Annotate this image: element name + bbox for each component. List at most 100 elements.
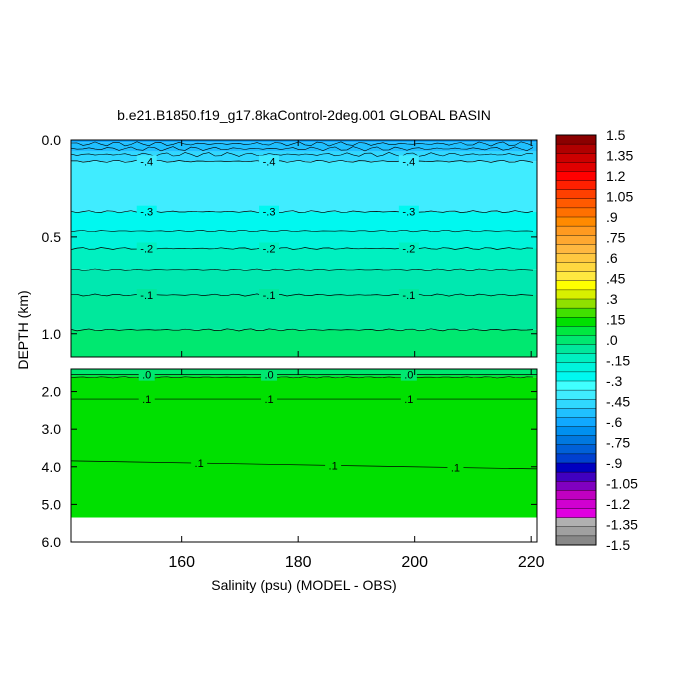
colorbar-label: .75: [606, 230, 626, 246]
contour-fill-band: [71, 374, 537, 378]
colorbar-swatch: [555, 207, 597, 218]
contour-line: [71, 146, 534, 152]
contour-fill-band: [71, 329, 537, 357]
colorbar-swatch: [555, 289, 597, 300]
colorbar-label: -.15: [606, 353, 630, 369]
colorbar-label: .15: [606, 312, 626, 328]
contour-label-bg: [259, 289, 280, 301]
contour-label-bg: [259, 155, 280, 168]
y-tick-label: 2.0: [42, 384, 62, 400]
upper-contour-lines: -.4 -.4 -.4 -.3 -.3 -.3 -.2 -.2 -.2 -.1 -.1 -.1: [71, 141, 534, 332]
colorbar-swatch: [555, 435, 597, 446]
colorbar-label: .45: [606, 271, 626, 287]
colorbar-swatch: [555, 244, 597, 254]
y-tick-label: 3.0: [42, 421, 62, 437]
colorbar-swatch: [555, 399, 597, 409]
colorbar-swatch: [555, 280, 597, 291]
contour-label: .1: [264, 394, 273, 406]
colorbar-label: 1.2: [606, 168, 626, 184]
lower-panel: .0 .0 .0 .1 .1 .1 .1 .1 .1 2.0 3.0 4.0 5.0 6.0: [42, 368, 538, 550]
colorbar-label: 1.5: [606, 127, 626, 143]
colorbar-swatch: [555, 326, 597, 336]
contour-line: [71, 229, 534, 233]
contour-fill-band: [71, 231, 537, 249]
contour-fill-band: [71, 369, 537, 375]
colorbar-swatch: [555, 535, 597, 546]
colorbar-swatch: [555, 426, 597, 437]
colorbar-swatch: [555, 408, 597, 418]
contour-label: .1: [195, 458, 204, 470]
colorbar-swatch: [555, 444, 597, 455]
contour-label-bg: [447, 461, 464, 474]
y-tick-label: 1.0: [42, 326, 62, 342]
contour-label-bg: [261, 393, 278, 406]
contour-label-bg: [398, 205, 419, 218]
colorbar-swatch: [555, 453, 597, 464]
contour-label-bg: [398, 242, 419, 255]
colorbar-swatch: [555, 353, 597, 364]
contour-label: -.3: [140, 207, 153, 219]
colorbar-swatch: [555, 189, 597, 200]
contour-label-bg: [398, 155, 419, 168]
colorbar-swatch: [555, 380, 597, 391]
contour-label: -.3: [402, 207, 415, 219]
colorbar-swatch: [555, 499, 597, 510]
contour-label: -.1: [263, 290, 276, 302]
colorbar-swatch: [555, 462, 597, 473]
contour-label-bg: [191, 457, 208, 470]
colorbar-label: -.6: [606, 414, 623, 430]
contour-label-bg: [259, 205, 280, 218]
contour-label-bg: [138, 369, 155, 381]
colorbar-label: -1.2: [606, 496, 630, 512]
contour-line: [71, 151, 534, 158]
contour-label: -.1: [402, 290, 415, 302]
contour-label: -.2: [402, 244, 415, 256]
colorbar-swatch: [555, 481, 597, 491]
contour-label: .1: [404, 394, 413, 406]
upper-panel-frame: [70, 139, 538, 358]
contour-label-bg: [261, 369, 278, 381]
colorbar-swatch: [555, 134, 597, 145]
x-tick-label: 200: [401, 554, 428, 571]
colorbar-swatch: [555, 171, 597, 182]
contour-fill-band: [71, 151, 537, 162]
x-tick-label: 220: [518, 554, 545, 571]
colorbar-swatch: [555, 508, 597, 519]
colorbar-label: -1.35: [606, 517, 638, 533]
contour-fill-band: [71, 211, 537, 232]
contour-label: .0: [264, 370, 273, 382]
upper-fill-bands: [71, 140, 537, 357]
contour-label-bg: [259, 242, 280, 255]
contour-label-bg: [136, 242, 157, 255]
y-tick-label: 5.0: [42, 496, 62, 512]
colorbar-swatch: [555, 417, 597, 428]
contour-label-bg: [400, 393, 417, 406]
contour-label: .0: [142, 370, 151, 382]
contour-label: -.3: [263, 207, 276, 219]
contour-label-bg: [325, 459, 342, 472]
colorbar-label: -.75: [606, 435, 630, 451]
colorbar-swatch: [555, 335, 597, 346]
colorbar-swatch: [555, 389, 597, 400]
colorbar-frame: [555, 134, 597, 546]
y-tick-label: 4.0: [42, 459, 62, 475]
colorbar-swatch: [555, 216, 597, 227]
contour-label: .0: [404, 370, 413, 382]
contour-line: [71, 141, 534, 147]
contour-label-bg: [136, 155, 157, 168]
colorbar-swatch: [555, 362, 597, 373]
colorbar-label: -.3: [606, 373, 623, 389]
contour-fill-band: [71, 248, 537, 270]
chart-title: b.e21.B1850.f19_g17.8kaControl-2deg.001 …: [117, 107, 491, 123]
colorbar-label: -1.05: [606, 476, 638, 492]
contour-label-bg: [138, 393, 155, 406]
contour-label: .1: [142, 394, 151, 406]
colorbar-swatch: [555, 198, 597, 209]
y-tick-label: 6.0: [42, 534, 62, 550]
x-tick-label: 180: [285, 554, 312, 571]
contour-fill-band: [71, 140, 537, 143]
colorbar-swatch: [555, 143, 597, 154]
colorbar-label: -.9: [606, 455, 623, 471]
colorbar-swatch: [555, 517, 597, 528]
